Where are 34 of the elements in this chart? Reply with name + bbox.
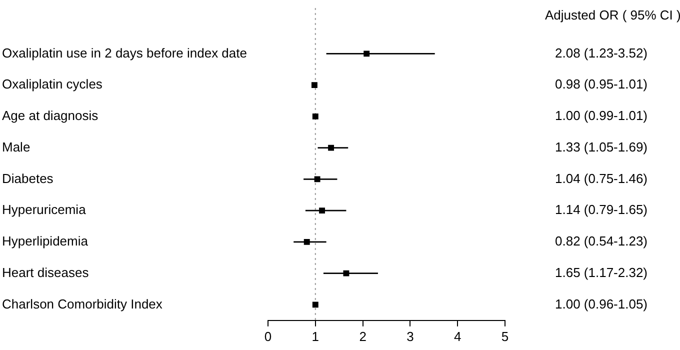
x-tick-label: 4 bbox=[454, 328, 462, 344]
text: Adjusted OR ( 95% CI ) bbox=[545, 8, 680, 23]
y-tick-label: Hyperuricemia bbox=[2, 202, 87, 218]
data-label: 1.65 (1.17-2.32) bbox=[555, 264, 648, 280]
point bbox=[343, 270, 350, 276]
y-tick-label: Oxaliplatin use in 2 days before index date bbox=[2, 45, 247, 60]
x-tick-label: 0 bbox=[264, 328, 272, 344]
y-tick-label: Diabetes bbox=[2, 170, 54, 186]
y-tick-label: Oxaliplatin cycles bbox=[2, 76, 103, 92]
data-label: 1.00 (0.96-1.05) bbox=[555, 296, 648, 312]
y-tick-label: Male bbox=[2, 139, 30, 154]
data-label: 1.04 (0.75-1.46) bbox=[555, 170, 648, 186]
point bbox=[312, 113, 318, 120]
data-label: 0.82 (0.54-1.23) bbox=[555, 234, 648, 249]
data-label: 1.33 (1.05-1.69) bbox=[555, 139, 648, 154]
point bbox=[304, 238, 310, 245]
y-tick-label: Charlson Comorbidity Index bbox=[2, 296, 163, 312]
data-label: 2.08 (1.23-3.52) bbox=[555, 45, 648, 60]
x-tick-label: 3 bbox=[406, 328, 414, 344]
point bbox=[314, 176, 320, 182]
point bbox=[319, 208, 326, 214]
y-tick-label: Heart diseases bbox=[2, 264, 90, 280]
point bbox=[328, 144, 334, 151]
data-label: 1.00 (0.99-1.01) bbox=[555, 108, 648, 124]
data-label: 1.14 (0.79-1.65) bbox=[555, 202, 648, 218]
x-tick-label: 1 bbox=[312, 328, 320, 344]
y-tick-label: Hyperlipidemia bbox=[2, 234, 89, 249]
point bbox=[311, 82, 318, 88]
y-tick-label: Age at diagnosis bbox=[2, 108, 99, 124]
x-tick-label: 2 bbox=[359, 328, 366, 344]
point bbox=[364, 50, 370, 57]
data-label: 0.98 (0.95-1.01) bbox=[555, 76, 648, 92]
x-tick-label: 5 bbox=[501, 328, 509, 344]
point bbox=[312, 302, 318, 308]
